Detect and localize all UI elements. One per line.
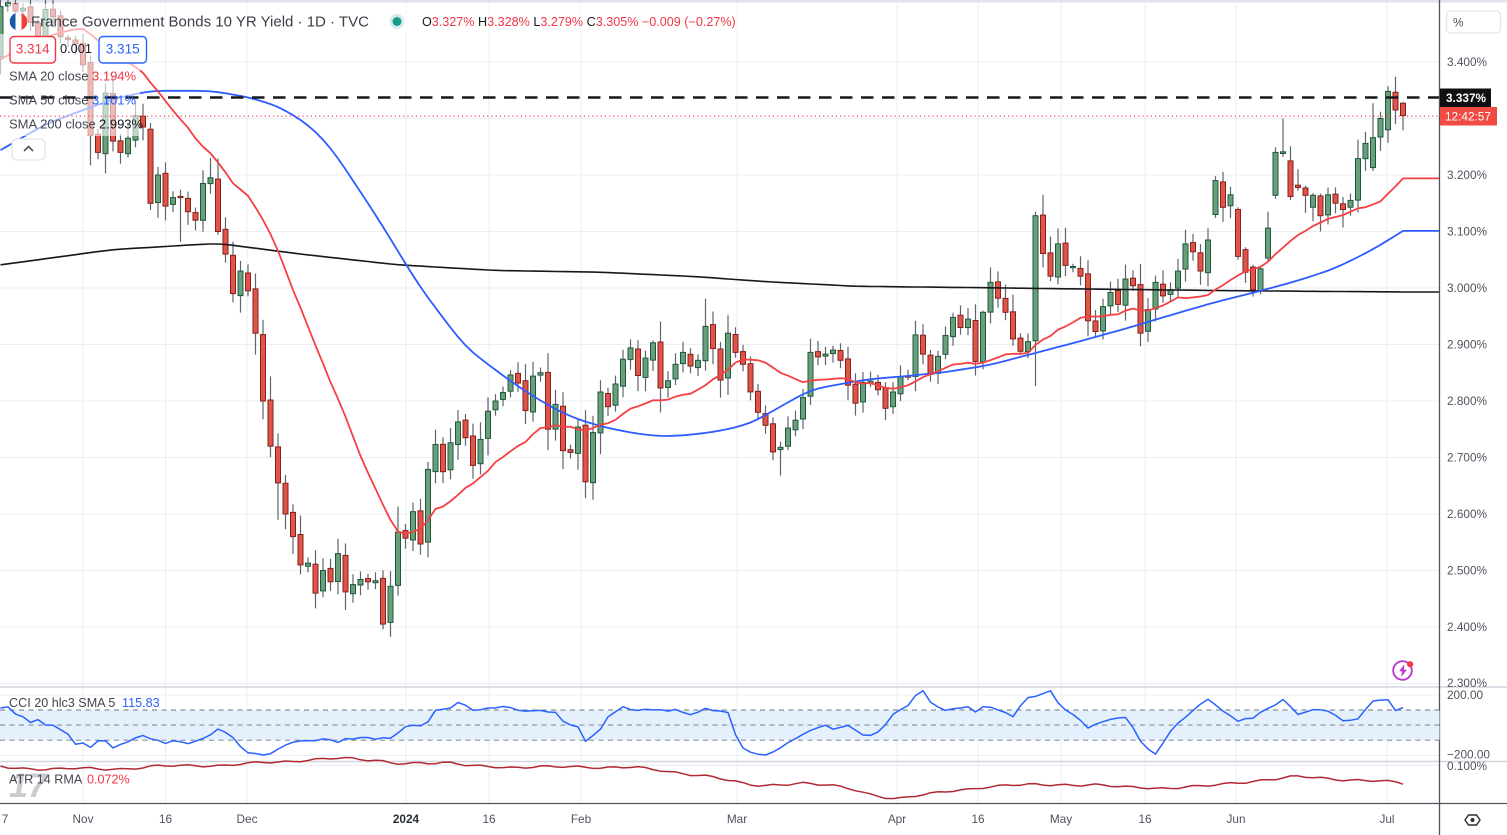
svg-text:0.001: 0.001 <box>60 41 92 56</box>
svg-text:2.993%: 2.993% <box>99 117 144 132</box>
svg-text:2.900%: 2.900% <box>1447 338 1488 352</box>
svg-text:3.194%: 3.194% <box>92 69 137 84</box>
svg-text:Jun: Jun <box>1226 812 1245 826</box>
svg-text:O3.327% H3.328% L3.279% C3.305: O3.327% H3.328% L3.279% C3.305% −0.009 (… <box>422 15 736 29</box>
svg-text:200.00: 200.00 <box>1447 688 1484 702</box>
svg-text:16: 16 <box>971 812 985 826</box>
svg-text:16: 16 <box>159 812 173 826</box>
svg-text:7: 7 <box>2 812 9 826</box>
svg-text:3.337%: 3.337% <box>1446 91 1487 105</box>
svg-text:3.200%: 3.200% <box>1447 168 1488 182</box>
svg-text:16: 16 <box>1138 812 1152 826</box>
svg-text:2.300%: 2.300% <box>1447 676 1488 690</box>
svg-text:SMA 50 close: SMA 50 close <box>9 93 89 108</box>
svg-text:3.400%: 3.400% <box>1447 55 1488 69</box>
svg-text:3.101%: 3.101% <box>92 93 137 108</box>
svg-text:−200.00: −200.00 <box>1447 748 1490 762</box>
svg-text:Apr: Apr <box>888 812 906 826</box>
svg-text:Jul: Jul <box>1379 812 1394 826</box>
svg-text:2024: 2024 <box>393 812 420 826</box>
svg-text:3.000%: 3.000% <box>1447 281 1488 295</box>
svg-text:2.600%: 2.600% <box>1447 507 1488 521</box>
svg-text:3.314: 3.314 <box>16 42 50 57</box>
svg-text:115.83: 115.83 <box>122 696 160 710</box>
svg-text:Nov: Nov <box>73 812 94 826</box>
svg-text:Mar: Mar <box>727 812 747 826</box>
svg-text:0.100%: 0.100% <box>1447 759 1488 773</box>
svg-text:16: 16 <box>482 812 496 826</box>
svg-text:%: % <box>1453 16 1464 30</box>
svg-text:Dec: Dec <box>237 812 258 826</box>
svg-text:2.400%: 2.400% <box>1447 620 1488 634</box>
svg-text:France Government Bonds 10 YR: France Government Bonds 10 YR Yield · 1D… <box>31 14 369 31</box>
svg-text:2.500%: 2.500% <box>1447 564 1488 578</box>
svg-text:2.800%: 2.800% <box>1447 394 1488 408</box>
svg-text:12:42:57: 12:42:57 <box>1445 110 1491 124</box>
svg-text:SMA 20 close: SMA 20 close <box>9 69 89 84</box>
svg-text:3.100%: 3.100% <box>1447 225 1488 239</box>
svg-text:CCI 20 hlc3 SMA 5: CCI 20 hlc3 SMA 5 <box>9 696 115 710</box>
svg-text:ATR 14 RMA: ATR 14 RMA <box>9 773 83 787</box>
svg-text:SMA 200 close: SMA 200 close <box>9 117 96 132</box>
svg-text:May: May <box>1050 812 1072 826</box>
svg-text:0.072%: 0.072% <box>87 773 130 787</box>
svg-text:17: 17 <box>9 767 49 805</box>
svg-text:2.700%: 2.700% <box>1447 451 1488 465</box>
svg-text:3.315: 3.315 <box>106 42 140 57</box>
svg-text:Feb: Feb <box>571 812 592 826</box>
